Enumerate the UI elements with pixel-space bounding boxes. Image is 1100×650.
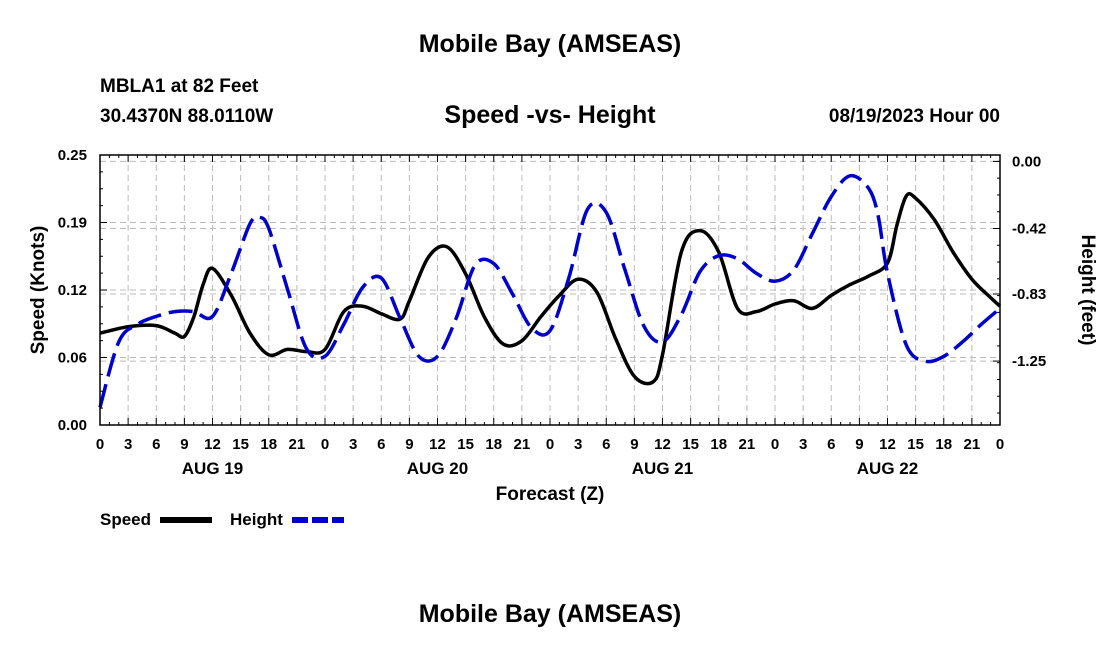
series-line-speed <box>99 191 1002 386</box>
y2-tick-label: 0.00 <box>1012 153 1041 170</box>
x-tick-label: 21 <box>964 436 981 453</box>
x-tick-label: 0 <box>771 436 779 453</box>
x-tick-label: 0 <box>321 436 329 453</box>
y2-tick-label: -0.83 <box>1012 286 1046 303</box>
x-tick-label: 21 <box>739 436 756 453</box>
footer-title: Mobile Bay (AMSEAS) <box>418 600 682 628</box>
x-tick-label: 0 <box>996 436 1004 453</box>
x-tick-label: 9 <box>405 436 413 453</box>
grid <box>100 155 1000 425</box>
chart-title: Speed -vs- Height <box>444 101 656 129</box>
x-tick-label: 12 <box>204 436 221 453</box>
x-tick-label: 18 <box>935 436 952 453</box>
x-tick-label: 15 <box>907 436 924 453</box>
y-tick-label: 0.25 <box>58 147 87 164</box>
x-tick-label: 15 <box>457 436 474 453</box>
station-label: MBLA1 at 82 Feet <box>100 76 259 97</box>
x-axis-label: Forecast (Z) <box>496 484 605 505</box>
x-tick-label: 21 <box>289 436 306 453</box>
legend-label-height: Height <box>230 510 283 529</box>
series-layer <box>98 173 1002 408</box>
legend-label-speed: Speed <box>100 510 151 529</box>
x-tick-label: 18 <box>485 436 502 453</box>
date-label: AUG 21 <box>632 459 693 478</box>
y2-tick-label: -1.25 <box>1012 353 1046 370</box>
date-label: AUG 22 <box>857 459 918 478</box>
axes: 0 3 6 9 12 15 18 21 0 3 6 9 12 15 18 21 0 3 6 9 12 15 18 21 0 3 6 9… <box>58 147 1046 478</box>
y-tick-label: 0.06 <box>58 350 87 367</box>
x-tick-label: 0 <box>96 436 104 453</box>
x-tick-label: 9 <box>855 436 863 453</box>
x-tick-label: 3 <box>124 436 132 453</box>
y2-tick-label: -0.42 <box>1012 220 1046 237</box>
x-tick-label: 12 <box>654 436 671 453</box>
x-tick-label: 6 <box>152 436 160 453</box>
x-tick-label: 9 <box>630 436 638 453</box>
run-datetime: 08/19/2023 Hour 00 <box>828 106 1000 127</box>
y-tick-label: 0.12 <box>58 282 87 299</box>
x-tick-label: 3 <box>799 436 807 453</box>
coordinates-label: 30.4370N 88.0110W <box>100 106 274 127</box>
y-tick-label: 0.19 <box>58 215 87 232</box>
date-label: AUG 19 <box>182 459 243 478</box>
x-tick-label: 21 <box>514 436 531 453</box>
series-line-height <box>98 173 1002 408</box>
x-tick-label: 0 <box>546 436 554 453</box>
x-tick-label: 3 <box>349 436 357 453</box>
x-tick-label: 18 <box>260 436 277 453</box>
x-tick-label: 15 <box>232 436 249 453</box>
x-tick-label: 6 <box>377 436 385 453</box>
y2-axis-label: Height (feet) <box>1077 235 1098 346</box>
y-axis-label: Speed (Knots) <box>28 226 49 355</box>
x-tick-label: 12 <box>879 436 896 453</box>
x-tick-label: 3 <box>574 436 582 453</box>
x-tick-label: 18 <box>710 436 727 453</box>
x-tick-label: 6 <box>602 436 610 453</box>
legend: Speed Height <box>100 510 344 529</box>
page-title: Mobile Bay (AMSEAS) <box>418 30 682 58</box>
date-label: AUG 20 <box>407 459 468 478</box>
x-tick-label: 9 <box>180 436 188 453</box>
x-tick-label: 15 <box>682 436 699 453</box>
x-tick-label: 6 <box>827 436 835 453</box>
y-tick-label: 0.00 <box>58 417 87 434</box>
x-tick-label: 12 <box>429 436 446 453</box>
